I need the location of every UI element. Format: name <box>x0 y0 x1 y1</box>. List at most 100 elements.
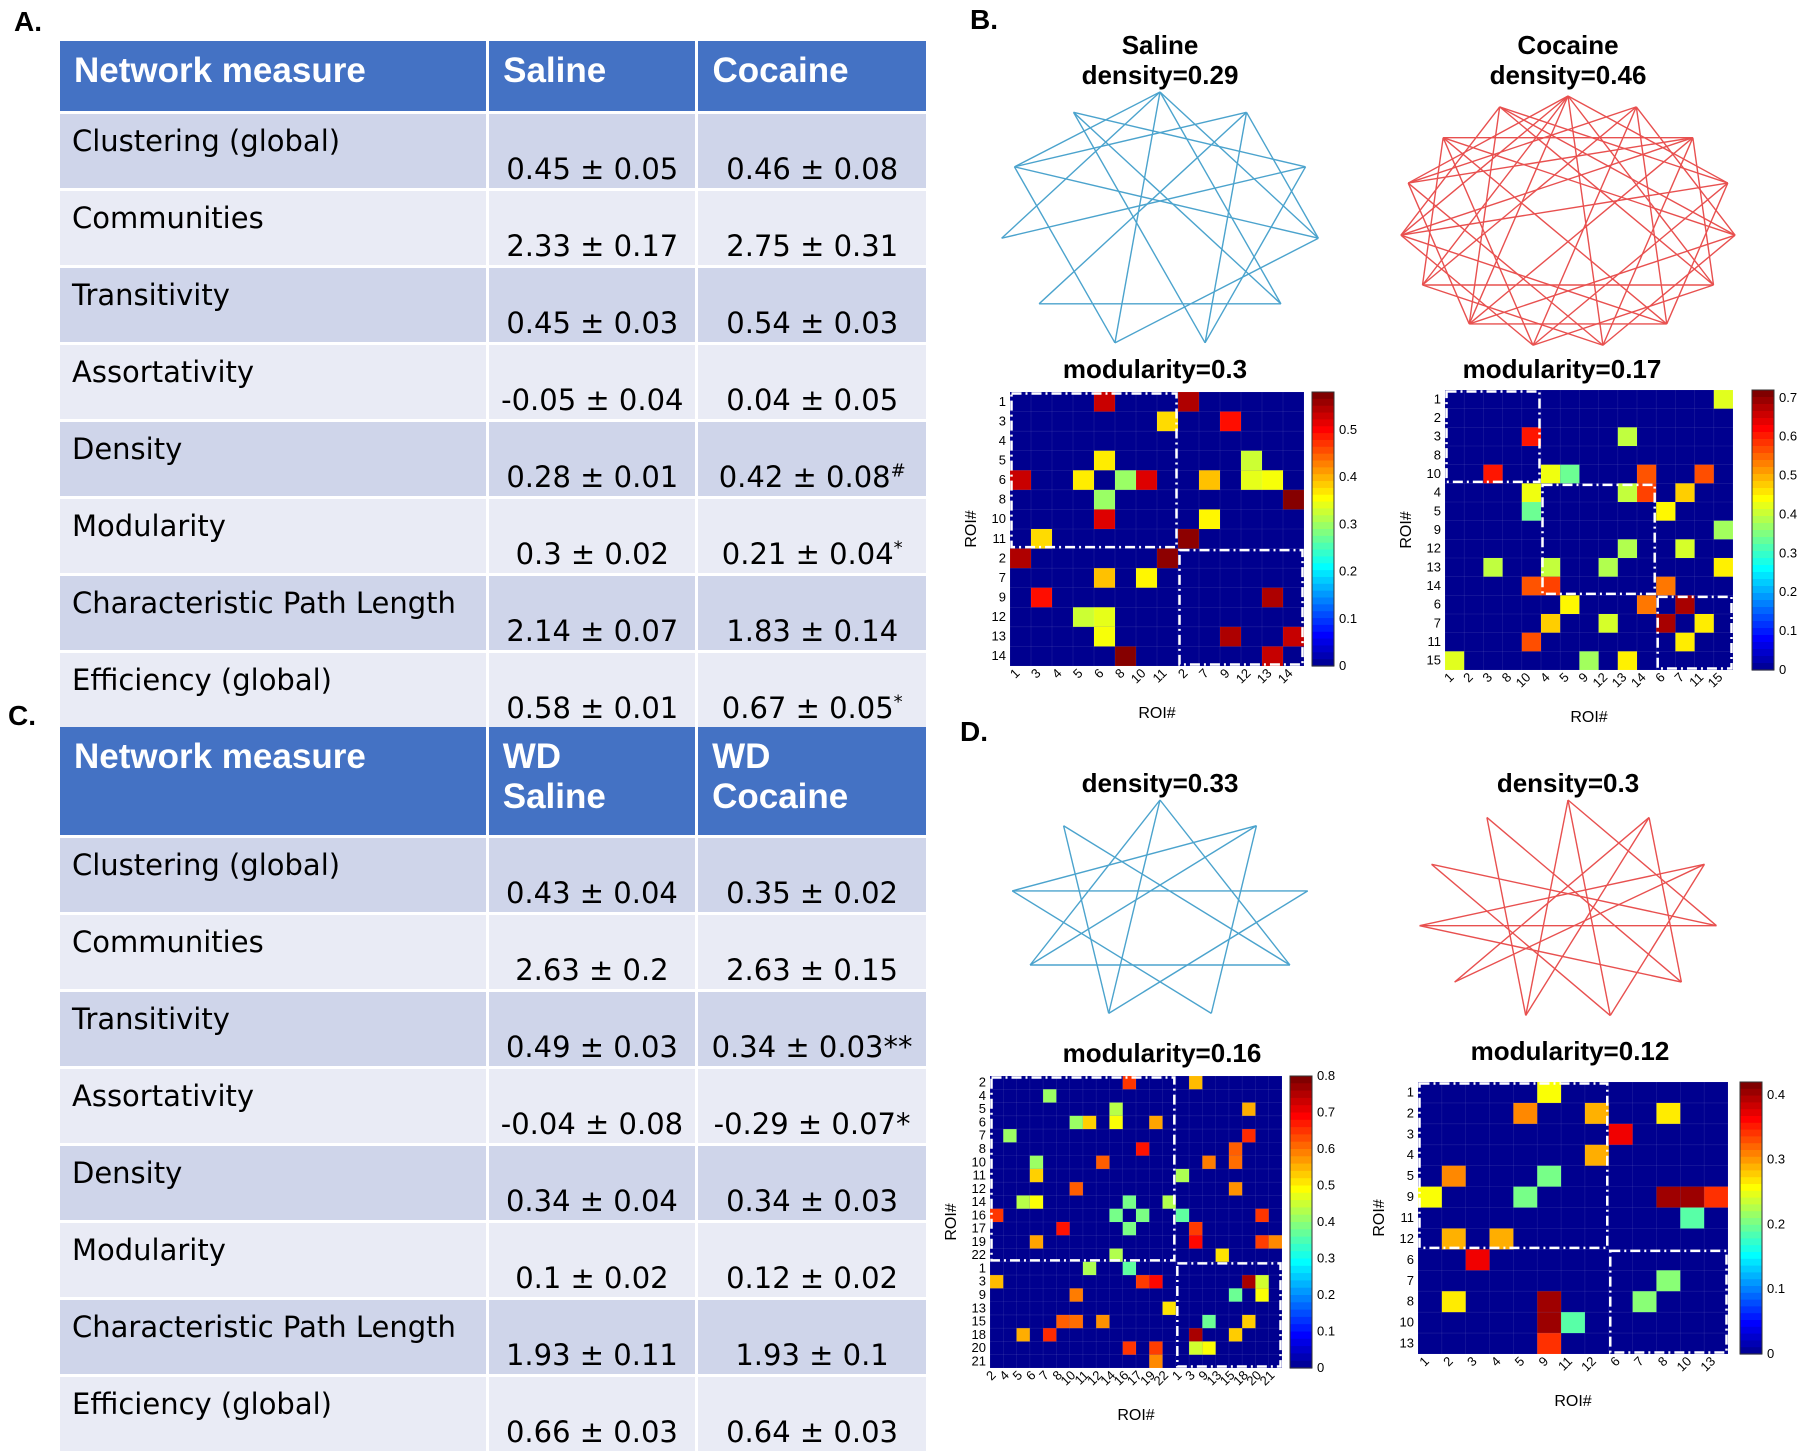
x-tick-label: 1 <box>1169 1368 1185 1384</box>
network-edge <box>1001 166 1306 239</box>
network-edge <box>1159 799 1291 966</box>
network-edge <box>1431 863 1611 1017</box>
x-tick-label: 6 <box>1023 1368 1039 1384</box>
matrix-cell <box>1241 450 1262 471</box>
network-edge <box>1454 863 1705 983</box>
colorbar-segment <box>1312 590 1334 599</box>
colorbar-tick-label: 0.3 <box>1767 1152 1785 1167</box>
colorbar-segment <box>1312 439 1334 448</box>
colorbar-segment <box>1740 1238 1762 1246</box>
matrix-cell <box>1541 614 1561 633</box>
matrix-cell <box>1537 1291 1562 1313</box>
y-tick-label: 3 <box>1434 429 1441 444</box>
module-boundary <box>1609 1249 1728 1354</box>
table-row: Clustering (global) 0.43 ± 0.04 0.35 ± 0.0… <box>60 838 926 912</box>
matrix-cell <box>1029 1168 1044 1183</box>
network-edge <box>1011 890 1212 1014</box>
y-tick-label: 8 <box>1407 1294 1414 1309</box>
network-edge <box>1400 137 1694 236</box>
matrix-cell <box>1069 1182 1083 1196</box>
matrix-cell <box>1149 1354 1163 1368</box>
colorbar-segment <box>1740 1204 1762 1212</box>
x-tick-label: 2 <box>1175 666 1191 682</box>
table-row: Communities 2.33 ± 0.17 2.75 ± 0.31 <box>60 191 926 265</box>
colorbar-segment <box>1312 611 1334 619</box>
network-edge <box>1499 106 1736 236</box>
colorbar-tick-label: 0.7 <box>1779 390 1797 405</box>
matrix-cell <box>1704 1186 1728 1208</box>
x-tick-label: 4 <box>1537 670 1553 686</box>
matrix-cell <box>1189 1076 1203 1090</box>
network-edge <box>1635 106 1668 325</box>
colorbar-segment <box>1312 474 1334 482</box>
colorbar-segment <box>1752 572 1774 580</box>
x-tick-label: 7 <box>1036 1368 1052 1384</box>
y-tick-label: 9 <box>1434 522 1441 537</box>
table-header-row: Network measure Saline Cocaine <box>60 41 926 111</box>
colorbar-segment <box>1740 1102 1762 1110</box>
network-edge <box>1419 924 1682 983</box>
x-tick-label: 3 <box>1182 1368 1198 1384</box>
matrix-title: modularity=0.17 <box>1463 354 1662 384</box>
value-group-1: 0.45 ± 0.03 <box>489 268 696 342</box>
y-axis-label: ROI# <box>943 1203 960 1240</box>
matrix-cell <box>1228 1182 1243 1196</box>
y-tick-label: 12 <box>1400 1231 1414 1246</box>
matrix-cell <box>1094 509 1115 529</box>
network-edge <box>1419 863 1705 927</box>
network-edge <box>1532 182 1729 346</box>
matrix-cell <box>1242 1314 1256 1329</box>
colorbar-segment <box>1752 474 1774 482</box>
y-tick-label: 5 <box>1407 1168 1414 1183</box>
colorbar-tick-label: 0.1 <box>1779 623 1797 638</box>
x-tick-label: 9 <box>1575 670 1591 686</box>
network-edge <box>1422 284 1604 346</box>
matrix-cell <box>1043 1089 1057 1103</box>
significance-mark: * <box>893 691 903 713</box>
network-edge <box>1038 111 1247 305</box>
colorbar-segment <box>1752 558 1774 566</box>
colorbar-segment <box>1312 576 1334 585</box>
network-edge <box>1567 799 1717 927</box>
y-tick-label: 14 <box>972 1194 986 1209</box>
x-tick-label: 13 <box>1254 666 1275 687</box>
colorbar-segment <box>1290 1360 1312 1369</box>
value-group-1: 0.45 ± 0.05 <box>489 114 696 188</box>
y-tick-label: 3 <box>999 413 1006 428</box>
colorbar-segment <box>1290 1119 1312 1128</box>
y-tick-label: 8 <box>979 1141 986 1156</box>
colorbar-segment <box>1752 537 1774 545</box>
matrix-cell <box>1465 1249 1490 1271</box>
x-tick-label: 1 <box>1416 1354 1432 1370</box>
measure-label: Transitivity <box>60 268 487 342</box>
colorbar-segment <box>1290 1192 1312 1201</box>
network-edge <box>1204 112 1248 343</box>
x-tick-label: 12 <box>1578 1354 1599 1375</box>
y-tick-label: 8 <box>1434 447 1441 462</box>
header-line: Network measure <box>74 737 366 776</box>
colorbar-segment <box>1290 1295 1312 1303</box>
measure-label: Assortativity <box>60 1069 486 1143</box>
matrix-cell <box>1082 1115 1097 1130</box>
value-group-2: 0.35 ± 0.02 <box>698 838 926 912</box>
network-edge <box>1431 863 1717 927</box>
network-edge <box>1073 111 1282 305</box>
matrix-cell <box>1537 1312 1562 1334</box>
colorbar-segment <box>1290 1324 1312 1333</box>
y-tick-label: 12 <box>1427 541 1441 556</box>
network-edge <box>1210 825 1258 1014</box>
colorbar-segment <box>1290 1258 1312 1267</box>
colorbar-segment <box>1740 1197 1762 1205</box>
x-tick-label: 12 <box>1233 666 1254 687</box>
value-text: 0.46 ± 0.08 <box>726 152 899 186</box>
x-tick-label: 2 <box>983 1368 999 1384</box>
value-group-1: 0.3 ± 0.02 <box>489 499 696 573</box>
matrix-cell <box>1598 558 1618 577</box>
matrix-cell <box>1109 1248 1123 1262</box>
y-tick-label: 4 <box>979 1088 986 1103</box>
colorbar-segment <box>1752 530 1774 538</box>
colorbar-segment <box>1290 1149 1312 1157</box>
colorbar-segment <box>1740 1340 1762 1348</box>
matrix-cell <box>990 1275 1004 1289</box>
table-row: Transitivity 0.49 ± 0.03 0.34 ± 0.03** <box>60 992 926 1066</box>
